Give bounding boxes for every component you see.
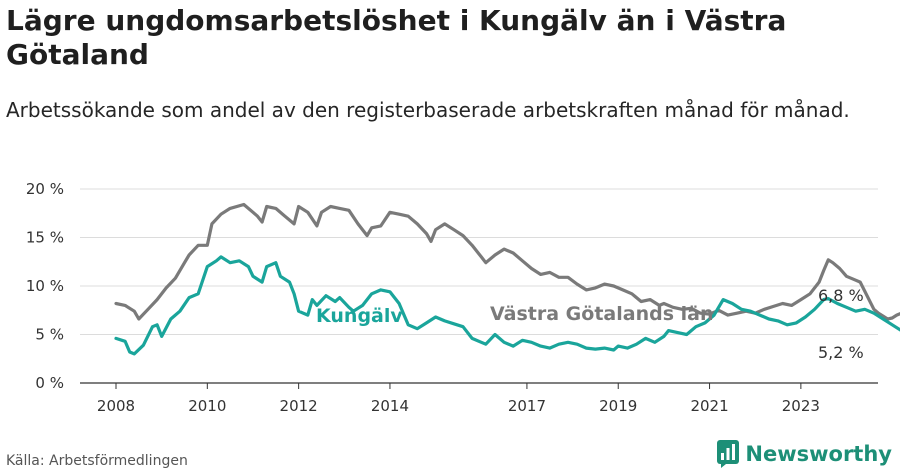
x-tick-label: 2014	[371, 397, 409, 415]
y-tick-label: 20 %	[26, 180, 64, 198]
y-tick-label: 0 %	[35, 374, 64, 392]
brand-logo: Newsworthy	[717, 440, 892, 468]
chart-subtitle: Arbetssökande som andel av den registerb…	[6, 98, 850, 122]
x-tick-label: 2008	[97, 397, 135, 415]
chart-title: Lägre ungdomsarbetslöshet i Kungälv än i…	[6, 4, 787, 71]
x-tick-label: 2021	[690, 397, 728, 415]
x-tick-label: 2019	[599, 397, 637, 415]
series-line-vastra-gotaland	[114, 202, 900, 321]
series-label-vastra-gotaland: Västra Götalands län	[490, 303, 713, 325]
y-axis: 0 % 5 % 10 % 15 % 20 %	[26, 180, 64, 392]
y-tick-label: 15 %	[26, 229, 64, 247]
line-chart: 0 %5 %10 %15 %20 % 2008 2010 2012 2014 2017 2…	[26, 180, 900, 415]
y-tick-label: 5 %	[35, 326, 64, 344]
y-tick-label: 10 %	[26, 277, 64, 295]
series-line-kungalv	[114, 255, 900, 356]
grid-lines	[80, 188, 878, 384]
x-tick-label: 2010	[188, 397, 226, 415]
newsworthy-logo-icon	[717, 440, 740, 468]
x-tick-label: 2023	[782, 397, 820, 415]
source-note: Källa: Arbetsförmedlingen	[6, 453, 188, 469]
series-lines	[114, 202, 900, 356]
brand-name: Newsworthy	[745, 442, 892, 466]
end-value-vastra-gotaland: 6,8 %	[818, 286, 864, 305]
x-tick-label: 2012	[280, 397, 318, 415]
x-tick-label: 2017	[508, 397, 546, 415]
x-axis: 2008 2010 2012 2014 2017 2019 2021 2023	[97, 383, 820, 415]
series-label-kungalv: Kungälv	[316, 305, 403, 327]
end-value-kungalv: 5,2 %	[818, 343, 864, 362]
